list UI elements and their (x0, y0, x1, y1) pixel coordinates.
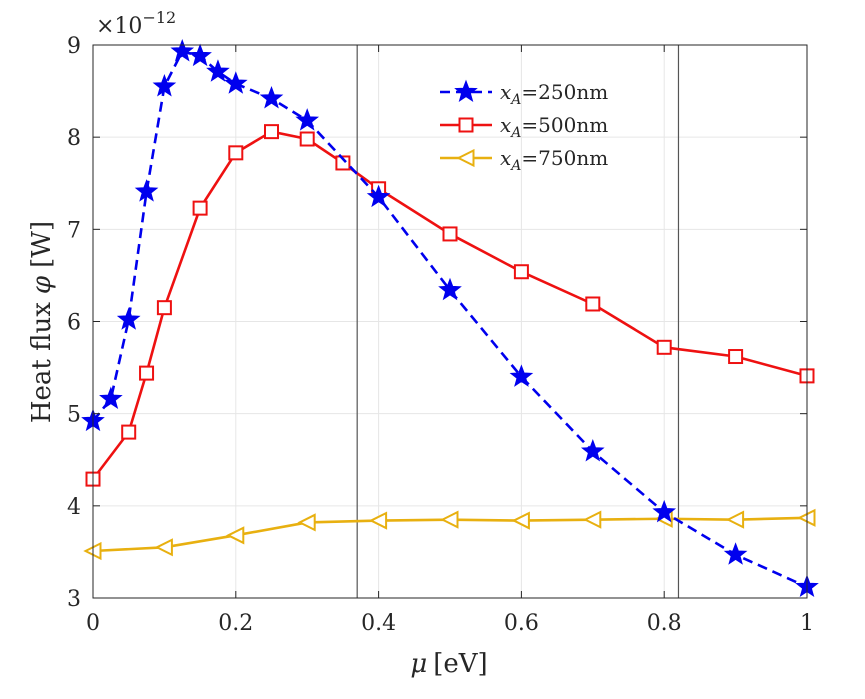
y-axis-symbol: φ (27, 275, 57, 294)
y-exponent-power: −12 (142, 8, 176, 27)
data-point (152, 74, 177, 97)
series-line (91, 130, 808, 480)
data-point (139, 365, 155, 381)
y-tick-label: 9 (67, 34, 81, 59)
data-point (438, 277, 462, 301)
legend-marker (456, 148, 475, 168)
y-tick-label: 7 (67, 218, 81, 243)
x-tick-label: 0.8 (647, 611, 682, 636)
data-point (652, 499, 677, 523)
y-tick-label: 3 (67, 587, 81, 612)
data-point (368, 511, 388, 530)
legend: xA=250nm xA=500nm xA=750nm (440, 79, 608, 174)
legend-label: xA=500nm (500, 113, 608, 141)
data-point (442, 226, 458, 242)
data-point (264, 124, 279, 140)
y-tick-label: 6 (67, 311, 81, 336)
data-point (513, 264, 529, 280)
data-point (509, 364, 534, 387)
x-axis-symbol: μ (410, 649, 427, 679)
y-axis-text: Heat flux (27, 302, 57, 423)
data-point (116, 307, 141, 330)
data-point (226, 526, 245, 545)
data-point (723, 542, 748, 565)
data-point (156, 300, 172, 316)
x-tick-label: 0.2 (218, 611, 253, 636)
y-axis-unit: [W] (27, 221, 57, 268)
data-point (366, 184, 391, 208)
data-point (440, 510, 459, 529)
data-point (583, 510, 602, 529)
data-point (99, 386, 123, 409)
data-point (154, 538, 173, 557)
data-point (121, 424, 137, 440)
x-tick-label: 1 (800, 611, 814, 636)
y-tick-label: 5 (67, 403, 81, 428)
x-tick-label: 0 (86, 611, 100, 636)
data-point (259, 86, 284, 109)
x-tick-label: 0.4 (361, 611, 396, 636)
data-point (223, 71, 248, 94)
legend-marker (454, 79, 478, 103)
y-exponent-label: ×10−12 (96, 8, 176, 39)
legend-entry: xA=750nm (440, 146, 608, 174)
series-1 (85, 124, 815, 487)
data-point (192, 200, 208, 216)
data-point (585, 296, 601, 312)
data-point (134, 179, 159, 202)
data-point (335, 155, 351, 171)
data-point (728, 349, 744, 365)
data-point (725, 510, 745, 529)
axis-ticks: 0 0.2 0.4 0.6 0.8 1 3 4 5 6 7 8 9 (67, 34, 814, 636)
y-axis-label: Heat flux φ [W] (27, 221, 57, 423)
y-tick-label: 4 (67, 495, 81, 520)
vertical-reference-lines (356, 45, 680, 598)
y-tick-label: 8 (67, 126, 81, 151)
legend-entry: xA=250nm (440, 79, 608, 108)
legend-label: xA=250nm (500, 80, 608, 108)
series-line (91, 49, 808, 589)
x-axis-unit: [eV] (433, 649, 487, 679)
data-point (228, 145, 244, 161)
data-point (297, 513, 316, 532)
data-point (206, 59, 230, 82)
x-tick-label: 0.6 (504, 611, 539, 636)
y-exponent-base: ×10 (96, 14, 142, 39)
data-point (295, 108, 320, 131)
data-point (511, 511, 530, 530)
series-2 (83, 508, 816, 561)
legend-entry: xA=500nm (440, 113, 608, 141)
data-point (580, 439, 605, 462)
series-layer (81, 39, 819, 597)
x-axis-label: μ [eV] (410, 649, 487, 679)
data-point (170, 39, 195, 62)
legend-marker (458, 117, 474, 133)
legend-label: xA=750nm (500, 146, 608, 174)
data-point (299, 131, 315, 147)
data-point (656, 339, 672, 355)
data-point (188, 43, 212, 67)
